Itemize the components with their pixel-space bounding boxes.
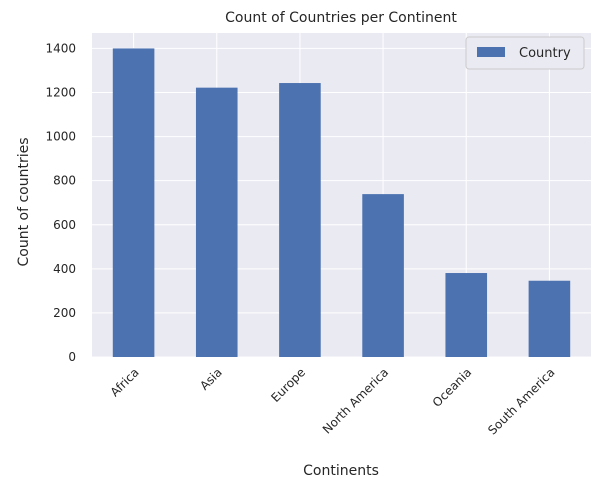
x-tick-label: South America	[485, 365, 557, 437]
plot-area	[92, 33, 591, 357]
x-tick-label: Asia	[197, 365, 225, 393]
bar-north-america	[362, 194, 404, 357]
y-tick-label: 1400	[45, 41, 76, 55]
chart-title: Count of Countries per Continent	[225, 10, 457, 26]
y-tick-label: 0	[68, 350, 76, 364]
y-tick-label: 1000	[45, 130, 76, 144]
x-tick-label: North America	[320, 365, 391, 436]
legend-label: Country	[519, 46, 571, 61]
y-tick-label: 200	[53, 306, 76, 320]
bar-africa	[112, 48, 155, 358]
x-tick-label: Europe	[268, 365, 308, 405]
x-tick-labels: Africa Asia Europe North America Oceania Sout…	[108, 365, 558, 437]
x-tick-label: Oceania	[430, 365, 475, 410]
bar-asia	[195, 87, 238, 357]
bar-south-america	[528, 280, 571, 357]
x-tick-label: Africa	[108, 365, 142, 399]
legend-swatch	[477, 47, 505, 57]
y-tick-label: 800	[53, 174, 76, 188]
x-axis-label: Continents	[303, 463, 379, 479]
y-tick-label: 600	[53, 218, 76, 232]
y-tick-labels: 0 200 400 600 800 1000 1200 1400	[45, 41, 76, 364]
y-tick-label: 1200	[45, 86, 76, 100]
y-axis-label: Count of countries	[16, 137, 32, 266]
legend-box	[465, 36, 585, 70]
bars	[112, 48, 571, 358]
legend: Country	[465, 36, 585, 70]
y-tick-label: 400	[53, 262, 76, 276]
bar-europe	[279, 83, 321, 357]
bar-oceania	[445, 273, 488, 357]
